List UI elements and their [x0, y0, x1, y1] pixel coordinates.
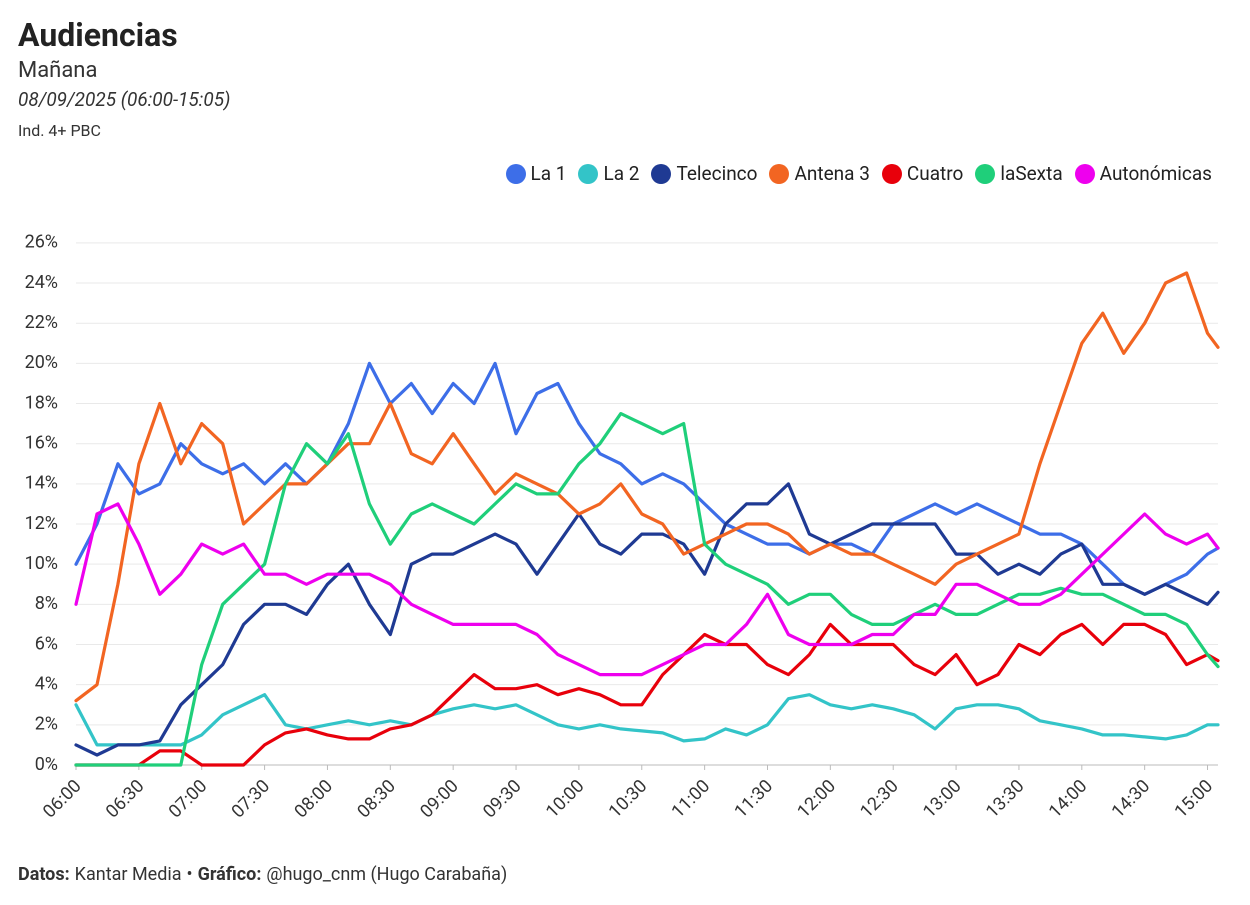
legend-swatch	[578, 163, 599, 184]
y-tick-label: 26%	[25, 232, 58, 253]
legend-item: Cuatro	[881, 162, 964, 185]
x-tick-label: 07:00	[165, 776, 212, 823]
footer-text: @hugo_cnm (Hugo Carabaña)	[266, 864, 508, 885]
legend-item: La 1	[505, 162, 567, 185]
date-label: 08/09/2025 (06:00-15:05)	[18, 88, 231, 111]
legend-item: Antena 3	[769, 162, 870, 185]
legend-swatch	[505, 163, 526, 184]
legend-item: La 2	[578, 162, 639, 185]
x-tick-label: 14:30	[1108, 776, 1155, 823]
y-tick-label: 2%	[35, 714, 58, 735]
chart-title: Audiencias	[18, 16, 178, 54]
y-tick-label: 8%	[35, 593, 58, 614]
series-line	[74, 502, 1220, 677]
series-line	[74, 412, 1220, 767]
footer-label: Gráfico:	[197, 864, 262, 885]
footer-label: Datos:	[18, 864, 70, 885]
series-line	[74, 622, 1220, 767]
note: Ind. 4+ PBC	[18, 121, 101, 140]
legend-label: La 2	[603, 162, 640, 185]
y-tick-label: 24%	[25, 272, 58, 293]
x-tick-label: 06:30	[102, 776, 149, 823]
y-tick-label: 10%	[25, 553, 58, 574]
legend-label: Autonómicas	[1099, 162, 1212, 185]
x-tick-label: 08:00	[290, 776, 337, 823]
legend: La 1 La 2 Telecinco Antena 3 Cuatro laSexta Au…	[505, 162, 1212, 185]
x-tick-label: 12:00	[793, 776, 840, 823]
legend-item: laSexta	[975, 162, 1063, 185]
x-tick-label: 14:00	[1045, 776, 1092, 823]
series-line	[74, 361, 1220, 596]
footer: Datos: Kantar Media • Gráfico: @hugo_cnm (Hu…	[18, 864, 507, 885]
x-tick-label: 10:30	[605, 776, 652, 823]
footer-separator: •	[186, 864, 193, 885]
legend-swatch	[975, 163, 996, 184]
legend-item: Autonómicas	[1074, 162, 1212, 185]
x-tick-label: 13:30	[982, 776, 1029, 823]
x-tick-label: 11:30	[730, 776, 777, 823]
legend-label: La 1	[530, 162, 567, 185]
series-line	[74, 482, 1220, 757]
x-tick-label: 10:00	[542, 776, 589, 823]
y-tick-label: 4%	[35, 673, 58, 694]
series-line	[74, 693, 1220, 747]
x-tick-label: 08:30	[353, 776, 400, 823]
series-line	[74, 271, 1220, 703]
y-tick-label: 12%	[25, 513, 58, 534]
legend-label: laSexta	[1000, 162, 1063, 185]
legend-label: Telecinco	[676, 162, 758, 185]
legend-swatch	[651, 163, 672, 184]
x-tick-label: 13:00	[919, 776, 966, 823]
chart-subtitle: Mañana	[18, 58, 98, 83]
y-tick-label: 0%	[35, 754, 58, 775]
y-tick-label: 18%	[25, 392, 58, 413]
legend-swatch	[769, 163, 790, 184]
x-tick-label: 07:30	[228, 776, 275, 823]
footer-text: Kantar Media	[74, 864, 182, 885]
x-tick-label: 12:30	[856, 776, 903, 823]
y-tick-label: 22%	[25, 312, 58, 333]
legend-label: Antena 3	[794, 162, 870, 185]
y-tick-label: 14%	[25, 473, 58, 494]
y-tick-label: 16%	[25, 432, 58, 453]
legend-label: Cuatro	[906, 162, 964, 185]
x-tick-label: 09:30	[479, 776, 526, 823]
x-tick-label: 09:00	[416, 776, 463, 823]
x-tick-label: 06:00	[39, 776, 86, 823]
legend-swatch	[1074, 163, 1095, 184]
legend-item: Telecinco	[651, 162, 757, 185]
x-tick-label: 15:00	[1171, 776, 1218, 823]
y-tick-label: 20%	[25, 352, 58, 373]
x-tick-label: 11:00	[668, 776, 715, 823]
legend-swatch	[881, 163, 902, 184]
y-tick-label: 6%	[35, 633, 58, 654]
